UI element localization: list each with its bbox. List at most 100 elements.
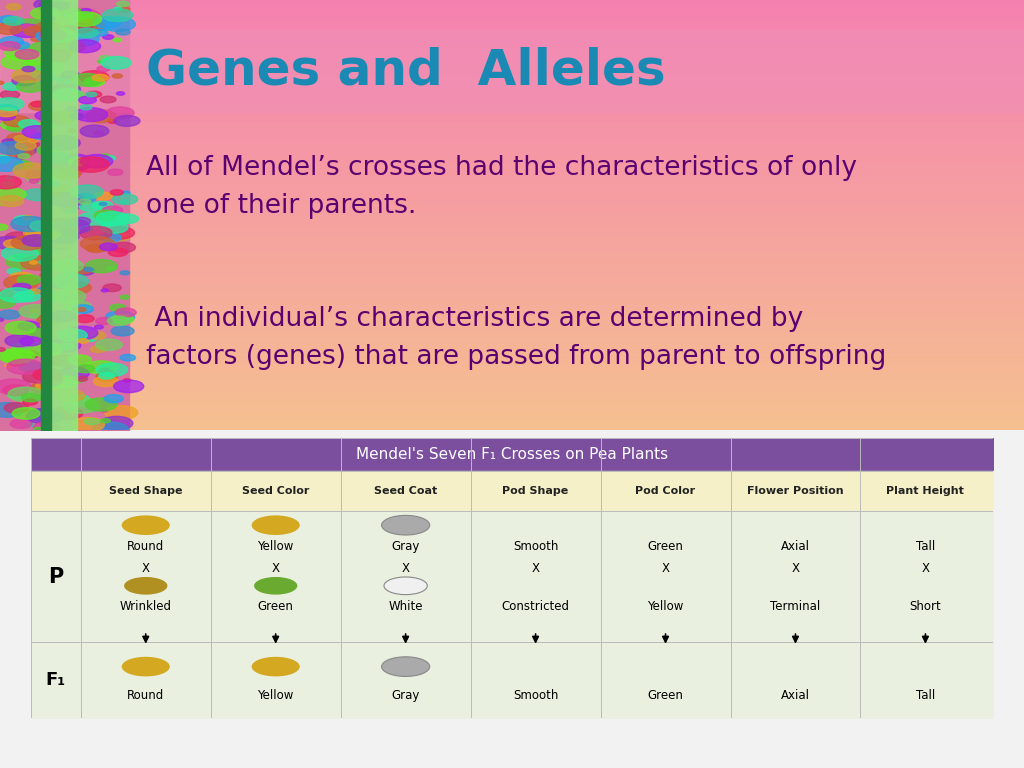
Circle shape — [11, 69, 44, 83]
Circle shape — [31, 382, 54, 392]
Circle shape — [100, 222, 128, 233]
Circle shape — [27, 409, 62, 424]
Circle shape — [105, 107, 134, 119]
Circle shape — [47, 230, 79, 243]
Circle shape — [50, 280, 71, 288]
Text: White: White — [388, 601, 423, 614]
Ellipse shape — [252, 515, 300, 535]
Circle shape — [22, 141, 40, 148]
Circle shape — [72, 418, 104, 432]
Circle shape — [102, 206, 123, 215]
Circle shape — [3, 83, 22, 91]
Circle shape — [30, 261, 38, 264]
Circle shape — [53, 168, 81, 180]
Circle shape — [62, 25, 73, 29]
Circle shape — [114, 380, 143, 392]
Circle shape — [116, 308, 136, 317]
Circle shape — [45, 426, 55, 431]
Text: Gray: Gray — [391, 540, 420, 553]
Text: Round: Round — [127, 689, 165, 702]
Circle shape — [31, 36, 44, 41]
Circle shape — [43, 186, 51, 190]
Circle shape — [0, 290, 13, 297]
Circle shape — [29, 139, 38, 143]
Text: F₁: F₁ — [46, 671, 66, 689]
Circle shape — [92, 29, 108, 36]
Circle shape — [0, 319, 4, 321]
Circle shape — [0, 155, 10, 163]
Circle shape — [112, 233, 130, 241]
Circle shape — [56, 76, 75, 84]
Circle shape — [114, 7, 122, 11]
Circle shape — [5, 46, 39, 60]
Circle shape — [34, 427, 42, 431]
Text: Green: Green — [647, 540, 683, 553]
Circle shape — [71, 185, 103, 199]
Circle shape — [100, 419, 111, 423]
Text: Genes and  Alleles: Genes and Alleles — [146, 47, 666, 95]
Circle shape — [5, 254, 41, 269]
Circle shape — [76, 315, 94, 323]
Circle shape — [2, 182, 14, 187]
Circle shape — [99, 243, 117, 250]
Circle shape — [65, 221, 79, 227]
Circle shape — [6, 4, 22, 10]
Circle shape — [116, 214, 138, 223]
Circle shape — [50, 355, 79, 367]
Circle shape — [20, 256, 55, 270]
Circle shape — [57, 390, 85, 402]
Circle shape — [6, 147, 34, 158]
Circle shape — [50, 311, 76, 322]
Circle shape — [67, 12, 101, 26]
Circle shape — [15, 156, 26, 160]
Circle shape — [104, 395, 123, 402]
Text: X: X — [531, 562, 540, 575]
Circle shape — [0, 203, 4, 205]
Circle shape — [26, 170, 48, 180]
Circle shape — [63, 267, 84, 276]
Circle shape — [33, 134, 46, 139]
Circle shape — [59, 367, 89, 379]
Circle shape — [70, 114, 84, 119]
Circle shape — [0, 176, 22, 189]
Circle shape — [2, 350, 32, 362]
Circle shape — [23, 370, 53, 383]
Circle shape — [19, 305, 51, 318]
Circle shape — [62, 207, 76, 213]
Circle shape — [66, 107, 77, 112]
Circle shape — [68, 129, 77, 133]
Circle shape — [71, 91, 85, 98]
Circle shape — [18, 120, 39, 128]
Circle shape — [80, 227, 92, 231]
Circle shape — [74, 194, 96, 203]
Circle shape — [0, 237, 24, 249]
Circle shape — [3, 115, 30, 127]
Circle shape — [0, 288, 34, 303]
Circle shape — [30, 179, 39, 183]
Circle shape — [100, 416, 133, 430]
Text: An individual’s characteristics are determined by
factors (genes) that are passe: An individual’s characteristics are dete… — [146, 306, 887, 369]
Circle shape — [98, 372, 114, 379]
Circle shape — [80, 227, 112, 240]
Circle shape — [17, 275, 41, 285]
Circle shape — [12, 76, 36, 86]
Circle shape — [52, 407, 83, 419]
Circle shape — [76, 267, 91, 274]
Circle shape — [44, 16, 55, 21]
Circle shape — [34, 247, 52, 254]
Circle shape — [72, 217, 90, 225]
Circle shape — [100, 96, 116, 103]
Circle shape — [84, 78, 104, 86]
Circle shape — [92, 422, 129, 438]
Circle shape — [99, 248, 108, 251]
Text: Round: Round — [127, 540, 165, 553]
Text: Yellow: Yellow — [257, 540, 294, 553]
Circle shape — [68, 375, 87, 382]
Circle shape — [44, 28, 77, 42]
Circle shape — [2, 139, 16, 144]
Circle shape — [37, 145, 61, 156]
Circle shape — [88, 22, 109, 31]
Circle shape — [123, 379, 131, 382]
Circle shape — [3, 240, 23, 248]
Text: Green: Green — [258, 601, 294, 614]
